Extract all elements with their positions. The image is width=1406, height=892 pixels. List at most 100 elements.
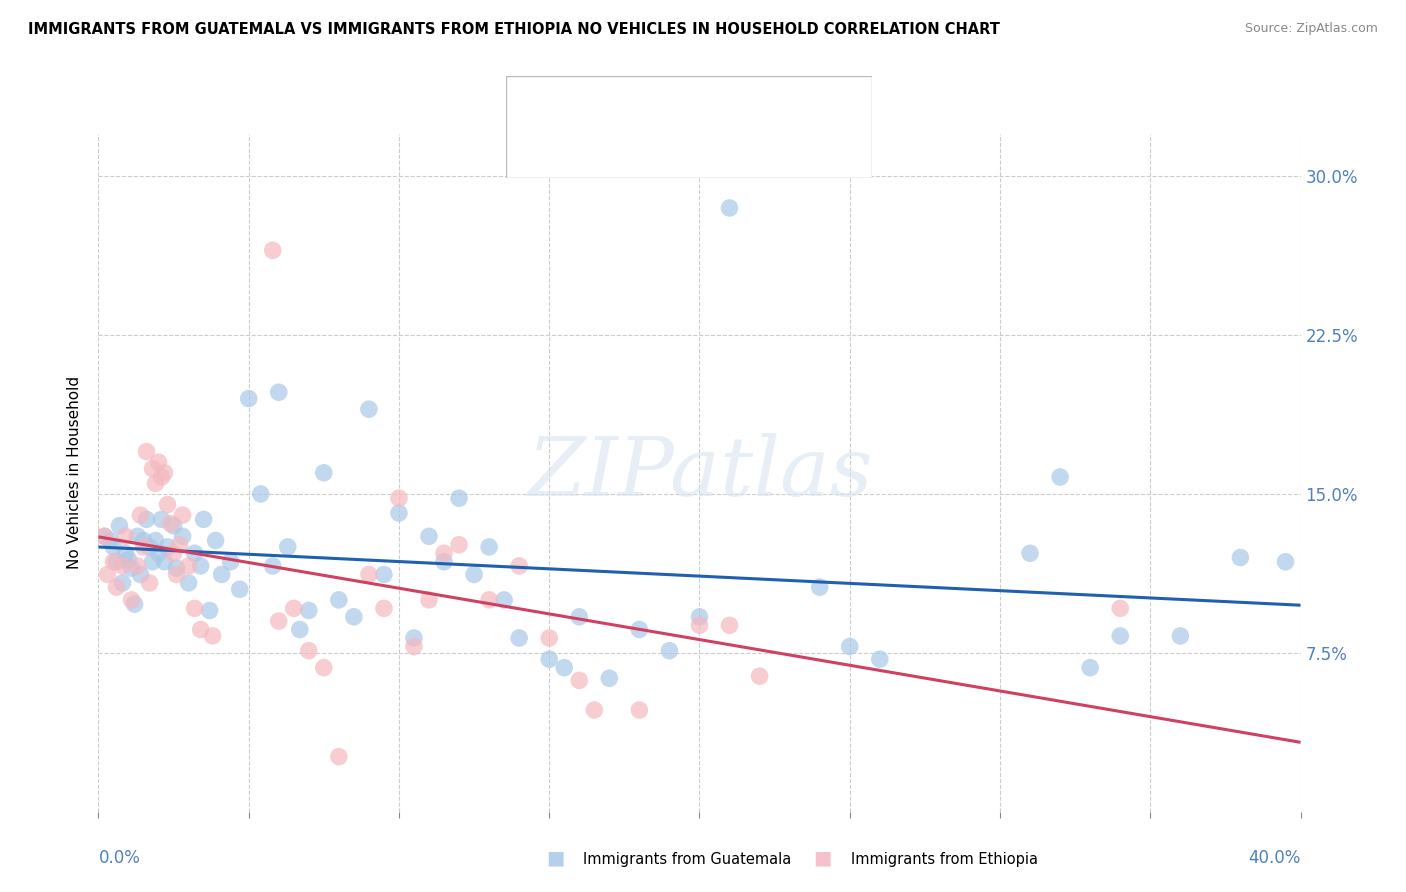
Point [538,631,561,645]
Point [103,540,125,554]
Point [373,567,395,582]
Point [262,244,284,258]
Point [328,592,350,607]
Text: R = -0.084   N = 68: R = -0.084 N = 68 [572,95,762,112]
Point [508,558,530,574]
Point [159,516,181,531]
Point [129,567,152,582]
Point [478,592,501,607]
Point [267,385,290,400]
Point [172,508,194,523]
Point [658,644,681,658]
Point [204,533,226,548]
Point [150,512,173,526]
Text: ■: ■ [546,848,565,867]
Point [418,592,440,607]
Point [249,487,271,501]
Bar [520,133,561,168]
Point [598,671,620,685]
Point [343,610,366,624]
Point [1049,470,1071,484]
Point [145,533,167,548]
Point [198,603,221,617]
Point [148,455,170,469]
Point [267,614,290,628]
Point [96,567,118,582]
Point [127,558,149,574]
Point [124,597,146,611]
Point [262,558,284,574]
Point [135,512,157,526]
Point [183,546,205,560]
Point [494,592,516,607]
Point [193,512,215,526]
Point [132,540,155,554]
Point [1229,550,1251,565]
Point [357,567,380,582]
Point [100,533,122,548]
Point [1019,546,1042,560]
Point [838,640,860,654]
Point [553,660,575,674]
Point [190,558,212,574]
Point [153,466,176,480]
Point [1109,629,1132,643]
Point [162,518,184,533]
Point [93,529,115,543]
Point [177,558,200,574]
Point [402,640,425,654]
Point [433,546,456,560]
Text: IMMIGRANTS FROM GUATEMALA VS IMMIGRANTS FROM ETHIOPIA NO VEHICLES IN HOUSEHOLD C: IMMIGRANTS FROM GUATEMALA VS IMMIGRANTS … [28,22,1000,37]
Point [298,603,321,617]
Point [211,567,233,582]
Point [568,673,591,688]
Point [718,201,741,215]
Point [103,555,125,569]
Point [447,491,470,505]
Point [156,540,179,554]
Y-axis label: No Vehicles in Household: No Vehicles in Household [67,376,83,569]
Point [508,631,530,645]
Point [628,623,651,637]
Point [141,555,163,569]
Text: ■: ■ [813,848,832,867]
Point [177,576,200,591]
Point [748,669,770,683]
Point [388,491,411,505]
Point [1170,629,1192,643]
Point [238,392,260,406]
Point [447,538,470,552]
Point [111,576,134,591]
Point [121,592,143,607]
Point [357,402,380,417]
Point [478,540,501,554]
Point [138,576,160,591]
Text: Immigrants from Ethiopia: Immigrants from Ethiopia [851,852,1038,867]
Point [283,601,305,615]
Point [228,582,250,597]
Point [135,444,157,458]
Point [718,618,741,632]
Point [538,652,561,666]
Point [312,660,335,674]
Point [129,508,152,523]
Point [373,601,395,615]
Point [111,558,134,574]
Point [127,529,149,543]
Point [172,529,194,543]
Point [689,610,711,624]
Point [869,652,891,666]
Point [402,631,425,645]
Point [418,529,440,543]
Point [183,601,205,615]
Point [166,561,188,575]
Point [628,703,651,717]
Text: 40.0%: 40.0% [1249,849,1301,867]
Text: 0.0%: 0.0% [98,849,141,867]
Point [148,546,170,560]
Point [169,538,191,552]
Point [190,623,212,637]
Point [298,644,321,658]
Point [568,610,591,624]
Point [121,561,143,575]
